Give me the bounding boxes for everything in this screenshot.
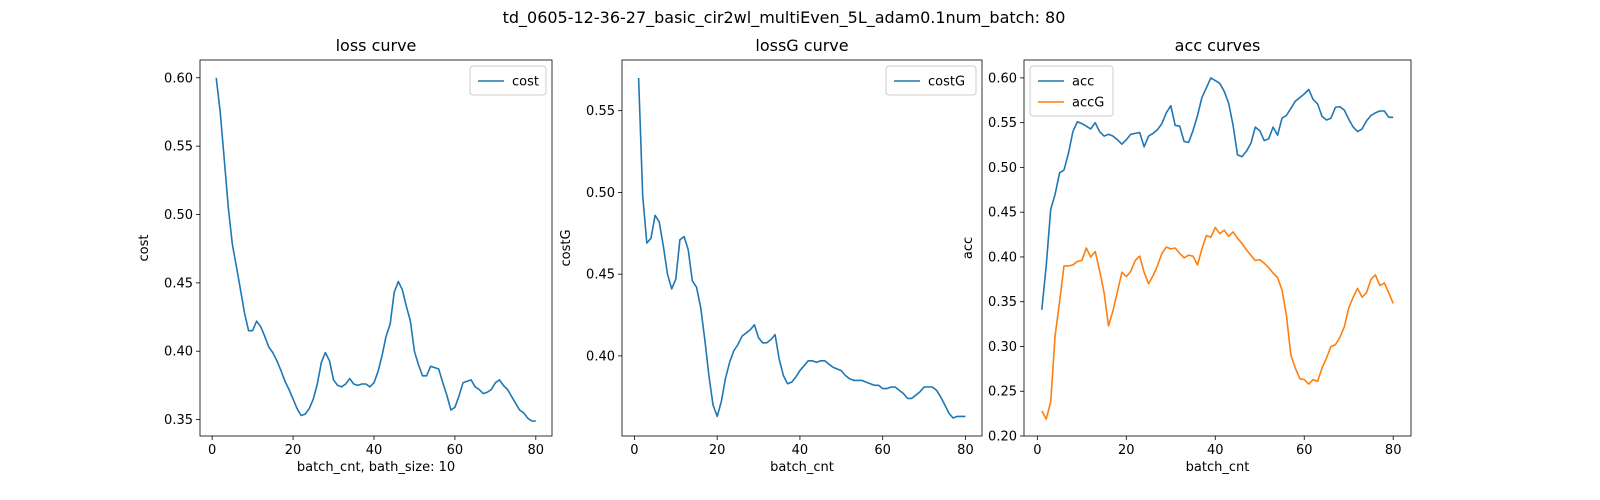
y-tick-label: 0.40 <box>586 349 615 364</box>
x-tick-label: 80 <box>1385 443 1402 458</box>
panel-acc-curves: acc curves 0 20 40 60 80 0.20 0.25 0.30 0.35 0.40 0… <box>961 36 1412 475</box>
panel-title: acc curves <box>1175 36 1261 55</box>
x-axis-label: batch_cnt, bath_size: 10 <box>297 460 455 475</box>
legend-label-cost: cost <box>512 75 539 90</box>
legend: cost <box>469 65 547 96</box>
y-tick-label: 0.55 <box>586 104 615 119</box>
plot-frame <box>621 59 983 437</box>
series-line-accG <box>1041 226 1394 420</box>
x-tick-label: 40 <box>792 443 809 458</box>
legend-box <box>885 65 977 96</box>
y-tick-label: 0.60 <box>988 71 1017 86</box>
y-tick-label: 0.50 <box>586 186 615 201</box>
x-axis-label: batch_cnt <box>770 460 834 475</box>
x-tick-label: 60 <box>1296 443 1313 458</box>
legend-label-accG: accG <box>1072 96 1104 111</box>
panel-title: loss curve <box>336 36 417 55</box>
y-tick-label: 0.60 <box>164 71 193 86</box>
y-tick-label: 0.20 <box>988 430 1017 445</box>
x-tick-label: 0 <box>1033 443 1041 458</box>
x-tick-label: 80 <box>528 443 545 458</box>
legend-label-costG: costG <box>928 75 965 90</box>
legend-label-acc: acc <box>1072 75 1094 90</box>
x-tick-label: 0 <box>208 443 216 458</box>
x-tick-label: 40 <box>366 443 383 458</box>
legend: costG <box>885 65 977 96</box>
x-tick-label: 20 <box>285 443 302 458</box>
y-tick-label: 0.55 <box>164 140 193 155</box>
legend-box <box>1029 65 1114 117</box>
x-axis-label: batch_cnt <box>1186 460 1250 475</box>
y-tick-label: 0.50 <box>988 161 1017 176</box>
y-axis-label: costG <box>559 229 574 266</box>
y-axis-label: cost <box>137 235 152 262</box>
panel-loss-curve: loss curve 0 20 40 60 80 0.35 0.40 0.45 0.50 0.55 0… <box>137 36 553 475</box>
legend: acc accG <box>1029 65 1114 117</box>
figure-suptitle: td_0605-12-36-27_basic_cir2wl_multiEven_… <box>503 8 1066 28</box>
y-tick-label: 0.50 <box>164 208 193 223</box>
series-line-costG <box>637 77 966 419</box>
y-tick-label: 0.40 <box>164 345 193 360</box>
series-line-cost <box>215 77 536 422</box>
x-tick-label: 60 <box>874 443 891 458</box>
x-tick-label: 20 <box>1118 443 1135 458</box>
y-tick-label: 0.35 <box>988 295 1017 310</box>
legend-box <box>469 65 547 96</box>
y-tick-label: 0.40 <box>988 250 1017 265</box>
panel-title: lossG curve <box>755 36 848 55</box>
x-tick-label: 40 <box>1207 443 1224 458</box>
y-tick-label: 0.35 <box>164 413 193 428</box>
x-tick-label: 80 <box>957 443 974 458</box>
y-tick-label: 0.45 <box>988 206 1017 221</box>
y-tick-label: 0.25 <box>988 385 1017 400</box>
x-tick-label: 20 <box>709 443 726 458</box>
y-axis-label: acc <box>961 237 976 259</box>
y-tick-label: 0.55 <box>988 116 1017 131</box>
series-line-acc <box>1041 77 1394 310</box>
x-tick-label: 60 <box>447 443 464 458</box>
x-tick-label: 0 <box>630 443 638 458</box>
plot-frame <box>1023 59 1412 437</box>
plot-frame <box>199 59 553 437</box>
y-tick-label: 0.45 <box>586 268 615 283</box>
y-tick-label: 0.30 <box>988 340 1017 355</box>
panel-lossg-curve: lossG curve 0 20 40 60 80 0.40 0.45 0.50 0.55 batc… <box>559 36 983 475</box>
y-tick-label: 0.45 <box>164 276 193 291</box>
